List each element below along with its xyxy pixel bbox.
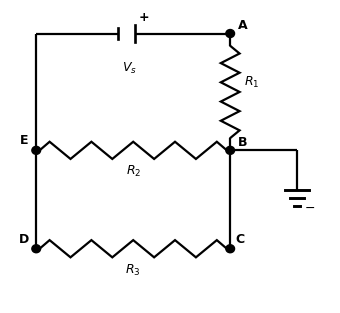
Text: $V_s$: $V_s$	[122, 60, 137, 75]
Text: B: B	[238, 136, 247, 149]
Text: $-$: $-$	[304, 201, 315, 214]
Text: $R_2$: $R_2$	[125, 164, 141, 179]
Text: C: C	[235, 233, 244, 246]
Circle shape	[32, 146, 40, 154]
Text: +: +	[138, 11, 149, 23]
Circle shape	[226, 146, 235, 154]
Circle shape	[226, 245, 235, 253]
Circle shape	[32, 245, 40, 253]
Text: $R_3$: $R_3$	[125, 263, 141, 278]
Text: E: E	[20, 134, 29, 147]
Text: D: D	[19, 233, 29, 246]
Circle shape	[226, 29, 235, 38]
Text: $R_1$: $R_1$	[243, 75, 259, 90]
Text: A: A	[238, 19, 247, 32]
